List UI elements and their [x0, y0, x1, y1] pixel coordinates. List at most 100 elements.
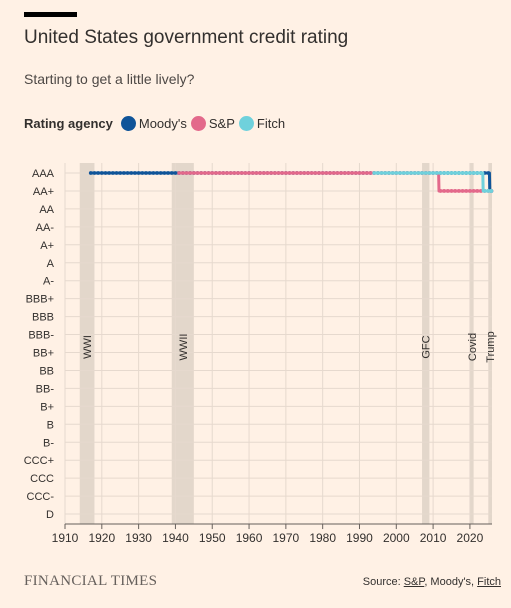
series-0-point-1921: [103, 171, 108, 175]
series-line-1: [179, 171, 492, 193]
series-1-point-1976: [306, 171, 310, 175]
series-0-point-1932: [144, 171, 148, 175]
chart-subtitle: Starting to get a little lively?: [24, 71, 195, 87]
series-2-point-1999: [390, 171, 395, 175]
series-1-point-1968: [276, 171, 281, 175]
series-2-point-2020: [468, 171, 472, 175]
series-1-point-1972: [291, 171, 296, 175]
source-link-fitch[interactable]: Fitch: [477, 576, 501, 588]
series-1-point-2016: [453, 189, 458, 193]
series-1-point-1993: [368, 171, 373, 175]
source-link-sp[interactable]: S&P: [403, 576, 425, 588]
series-0-point-1931: [140, 171, 145, 175]
series-2-point-2003: [405, 171, 410, 175]
series-0-point-1927: [125, 171, 130, 175]
series-1-point-1950: [210, 171, 215, 175]
series-1-point-2017: [456, 189, 461, 193]
series-1-point-1982: [328, 171, 332, 175]
series-2-point-2005: [412, 171, 417, 175]
series-1-point-1960: [247, 171, 251, 175]
series-1-point-1956: [232, 171, 237, 175]
series-1-point-1992: [364, 171, 369, 175]
x-tick-label-11: 2020: [457, 531, 484, 545]
series-2-point-2013: [442, 171, 447, 175]
x-tick-label-1: 1920: [88, 531, 115, 545]
series-1-point-1987: [346, 171, 351, 175]
series-1-point-1946: [195, 171, 200, 175]
series-2-point-2002: [401, 171, 406, 175]
series-1-point-1990: [357, 171, 362, 175]
series-1-point-1953: [221, 171, 226, 175]
series-0-point-1929: [133, 171, 137, 175]
series-0-point-1926: [121, 171, 126, 175]
series-1-point-1986: [342, 171, 347, 175]
source-mid: , Moody's,: [424, 576, 478, 588]
series-0-point-1925: [118, 171, 123, 175]
chart-title: United States government credit rating: [24, 27, 349, 48]
header-accent-bar: [24, 12, 77, 17]
y-tick-label-14: B: [47, 419, 54, 431]
series-1-point-2014: [445, 189, 450, 193]
y-tick-label-0: AAA: [32, 168, 55, 180]
shaded-period-3: [469, 163, 474, 525]
series-1-point-1958: [239, 171, 244, 175]
series-1-point-1951: [214, 171, 218, 175]
y-tick-label-13: B+: [40, 401, 54, 413]
series-2-point-2019: [464, 171, 469, 175]
legend-item-sp: S&P: [190, 116, 235, 131]
series-1-point-1959: [243, 171, 248, 175]
series-0-point-1924: [114, 171, 119, 175]
series-0-point-1920: [99, 171, 104, 175]
series-2-point-2018: [460, 171, 465, 175]
series-2-point-2008: [423, 171, 428, 175]
y-tick-label-17: CCC: [30, 473, 54, 485]
series-1-point-1974: [298, 171, 303, 175]
series-2-point-2001: [398, 171, 402, 175]
period-label-4: Trump: [485, 331, 497, 362]
series-0-point-1917: [88, 171, 93, 175]
series-1-point-1964: [261, 171, 266, 175]
series-0-point-1937: [162, 171, 167, 175]
series-2-point-1998: [387, 171, 391, 175]
legend-swatch-sp: [190, 116, 206, 131]
series-0-point-1936: [158, 171, 163, 175]
series-1-point-1977: [309, 171, 314, 175]
series-2-point-2021: [471, 171, 476, 175]
series-0-point-1939: [169, 171, 174, 175]
series-1-point-1941: [177, 171, 182, 175]
series-1-point-1985: [339, 171, 343, 175]
series-0-point-1918: [92, 171, 97, 175]
legend-swatch-moodys: [120, 116, 136, 131]
series-1-point-1947: [199, 171, 204, 175]
x-tick-label-3: 1940: [162, 531, 189, 545]
series-1-point-1967: [272, 171, 277, 175]
y-tick-label-12: BB-: [36, 383, 55, 395]
series-0-point-1938: [166, 171, 170, 175]
series-2-point-2007: [420, 171, 424, 175]
shaded-period-4: [488, 163, 492, 525]
series-2-point-1995: [375, 171, 380, 175]
series-1-point-1989: [353, 171, 358, 175]
shaded-period-2: [422, 163, 430, 525]
y-tick-label-5: A: [47, 258, 55, 270]
series-0-point-1930: [136, 171, 141, 175]
series-1-point-1949: [206, 171, 211, 175]
series-0-point-1934: [151, 171, 156, 175]
series-1-point-1965: [265, 171, 270, 175]
x-tick-label-8: 1990: [346, 531, 373, 545]
x-tick-label-10: 2010: [420, 531, 447, 545]
series-1-point-2022: [475, 189, 480, 193]
series-1-point-1975: [302, 171, 307, 175]
series-1-point-1955: [228, 171, 233, 175]
series-1-point-2019: [464, 189, 469, 193]
series-2-point-1997: [383, 171, 388, 175]
ft-brand: FINANCIAL TIMES: [24, 573, 158, 589]
legend-label-sp: S&P: [208, 116, 235, 131]
series-2-point-end: [489, 188, 494, 193]
series-1-point-1969: [280, 171, 285, 175]
series-1-point-1991: [361, 171, 366, 175]
x-tick-label-6: 1970: [273, 531, 300, 545]
series-1-point-1962: [254, 171, 259, 175]
y-tick-label-18: CCC-: [27, 491, 55, 503]
series-1-point-2012: [438, 189, 443, 193]
